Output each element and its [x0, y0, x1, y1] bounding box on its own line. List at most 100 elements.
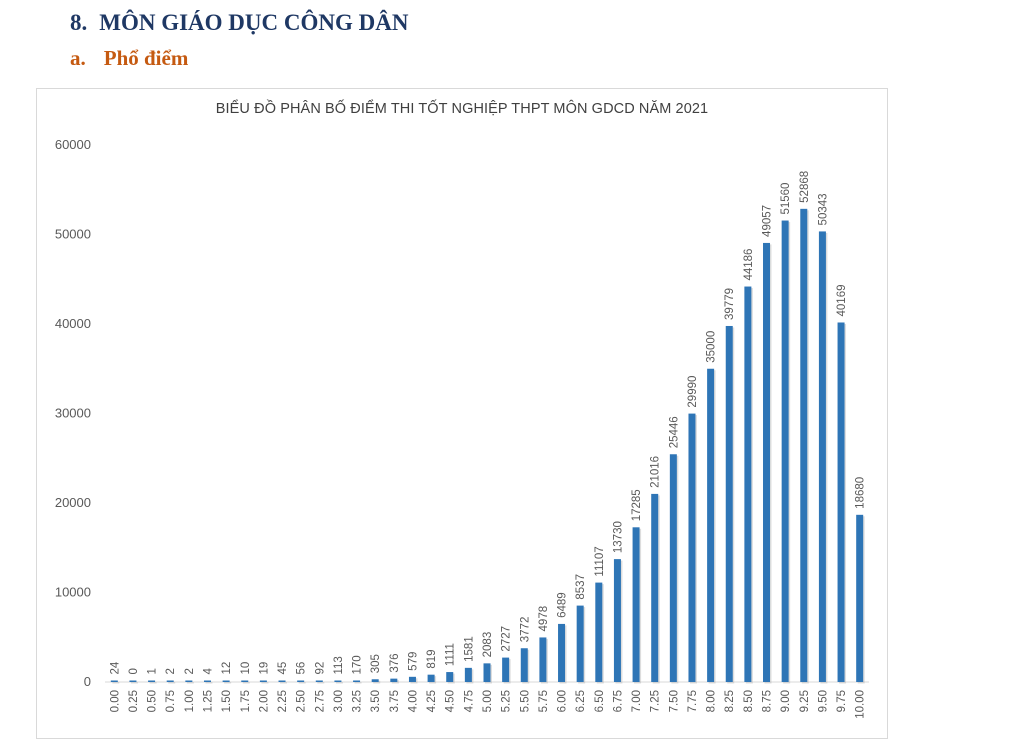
data-label: 170 [352, 655, 364, 674]
bar-shadow [261, 682, 269, 684]
x-tick-label: 3.75 [389, 690, 401, 712]
x-tick-label: 5.00 [482, 690, 494, 712]
bar [446, 672, 454, 682]
x-tick-label: 3.25 [352, 690, 364, 712]
x-tick-label: 5.75 [538, 690, 550, 712]
y-tick-label: 30000 [55, 406, 91, 421]
data-label: 8537 [575, 574, 587, 600]
y-tick-label: 10000 [55, 585, 91, 600]
bar [781, 220, 789, 682]
bar-shadow [280, 682, 288, 684]
x-tick-label: 2.00 [258, 690, 270, 712]
data-label: 92 [314, 662, 326, 675]
bar [707, 368, 715, 682]
data-label: 13730 [612, 521, 624, 553]
bar-shadow [335, 682, 343, 684]
bar [427, 674, 435, 682]
x-tick-label: 3.00 [333, 690, 345, 712]
x-tick-label: 4.25 [426, 690, 438, 712]
bar [632, 527, 640, 682]
x-tick-label: 4.50 [445, 690, 457, 712]
data-label: 1581 [463, 636, 475, 662]
bar [763, 242, 771, 682]
bar-shadow [373, 680, 381, 684]
chart-title: BIỂU ĐỒ PHÂN BỐ ĐIỂM THI TỐT NGHIỆP THPT… [215, 101, 709, 117]
x-tick-label: 4.00 [407, 690, 419, 712]
x-tick-label: 9.00 [780, 690, 792, 712]
x-tick-label: 1.50 [221, 690, 233, 712]
data-label: 1111 [445, 643, 457, 666]
bar-shadow [298, 682, 306, 684]
x-tick-label: 8.00 [706, 690, 718, 712]
bar [185, 680, 193, 682]
bar-shadow [317, 682, 325, 684]
data-label: 21016 [650, 456, 662, 488]
x-tick-label: 3.50 [370, 690, 382, 712]
data-label: 29990 [687, 376, 699, 408]
data-label: 305 [370, 654, 382, 673]
x-tick-label: 2.75 [314, 690, 326, 712]
bar [110, 680, 118, 682]
data-label: 2083 [482, 632, 494, 658]
bar [837, 322, 845, 682]
y-tick-label: 20000 [55, 495, 91, 510]
data-label: 12 [221, 662, 233, 675]
data-label: 579 [407, 652, 419, 671]
bar-shadow [112, 682, 120, 684]
chart-container: BIỂU ĐỒ PHÂN BỐ ĐIỂM THI TỐT NGHIỆP THPT… [36, 88, 888, 739]
data-label: 6489 [557, 592, 569, 618]
bar [688, 413, 696, 682]
bar [371, 679, 379, 682]
bar-shadow [149, 682, 157, 684]
x-tick-label: 4.75 [463, 690, 475, 712]
bar-chart: 0100002000030000400005000060000240.0000.… [55, 137, 869, 719]
bar [558, 623, 566, 682]
x-tick-label: 6.25 [575, 690, 587, 712]
x-tick-label: 6.00 [557, 690, 569, 712]
data-label: 17285 [631, 489, 643, 521]
x-tick-label: 7.75 [687, 690, 699, 712]
x-tick-label: 9.25 [799, 690, 811, 712]
bar-shadow [168, 682, 176, 684]
bar [390, 678, 398, 682]
y-tick-label: 50000 [55, 227, 91, 242]
data-label: 39779 [724, 288, 736, 320]
bar [669, 454, 677, 682]
subsection-heading: a. Phổ điểm [70, 46, 188, 71]
x-tick-label: 5.25 [501, 690, 513, 712]
data-label: 4978 [538, 606, 550, 632]
bar [725, 325, 733, 682]
bar-shadow [224, 682, 232, 684]
data-label: 18680 [855, 477, 867, 509]
section-title: MÔN GIÁO DỤC CÔNG DÂN [99, 10, 409, 35]
bar [222, 680, 230, 682]
bar-shadow [130, 682, 138, 684]
data-label: 51560 [780, 183, 792, 215]
bar-shadow [205, 682, 213, 684]
bar-shadow [242, 682, 250, 684]
x-tick-label: 1.75 [240, 690, 252, 712]
bar-shadow [186, 682, 194, 684]
data-label: 3772 [519, 617, 531, 643]
data-label: 4 [202, 668, 214, 675]
bar [241, 680, 249, 682]
data-label: 2 [184, 668, 196, 674]
bar [818, 231, 826, 682]
x-tick-label: 6.50 [594, 690, 606, 712]
data-label: 1 [147, 668, 159, 674]
x-tick-label: 7.25 [650, 690, 662, 712]
bar [800, 208, 808, 682]
data-label: 376 [389, 653, 401, 672]
x-tick-label: 6.75 [612, 690, 624, 712]
section-number: 8. [70, 10, 88, 35]
x-tick-label: 7.00 [631, 690, 643, 712]
x-tick-label: 8.25 [724, 690, 736, 712]
x-tick-label: 9.50 [817, 690, 829, 712]
x-tick-label: 0.25 [128, 690, 140, 712]
data-label: 113 [333, 656, 345, 674]
bar [408, 676, 416, 682]
data-label: 24 [109, 661, 121, 674]
y-tick-label: 40000 [55, 316, 91, 331]
x-tick-label: 2.25 [277, 690, 289, 712]
bar [539, 637, 547, 682]
